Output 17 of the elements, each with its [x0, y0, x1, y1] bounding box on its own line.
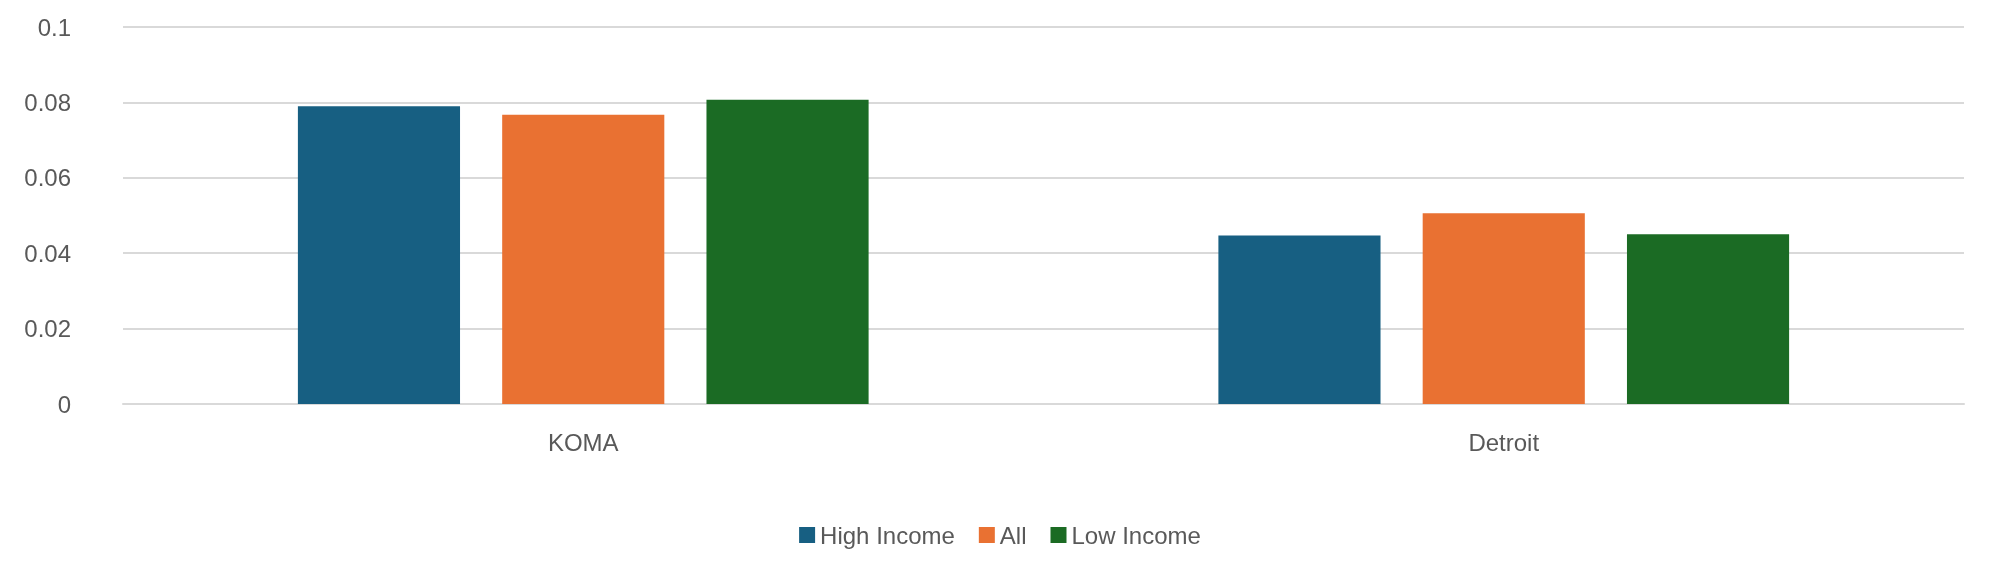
x-tick-label: Detroit	[1468, 428, 1540, 456]
bar	[1626, 234, 1790, 404]
y-tick-label: 0.08	[24, 88, 71, 116]
y-tick-label: 0	[57, 390, 71, 418]
bar	[1422, 213, 1585, 404]
bar	[1218, 235, 1381, 404]
bar	[706, 99, 869, 404]
bar	[297, 106, 461, 404]
bar	[502, 114, 665, 404]
legend-label: Low Income	[1071, 521, 1201, 549]
y-tick-label: 0.1	[37, 13, 71, 41]
y-tick-label: 0.02	[24, 315, 71, 343]
legend-label: All	[999, 521, 1027, 549]
x-tick-label: KOMA	[547, 428, 619, 456]
y-tick-label: 0.06	[24, 164, 71, 192]
y-tick-label: 0.04	[24, 239, 71, 267]
legend-label: High Income	[820, 521, 955, 549]
